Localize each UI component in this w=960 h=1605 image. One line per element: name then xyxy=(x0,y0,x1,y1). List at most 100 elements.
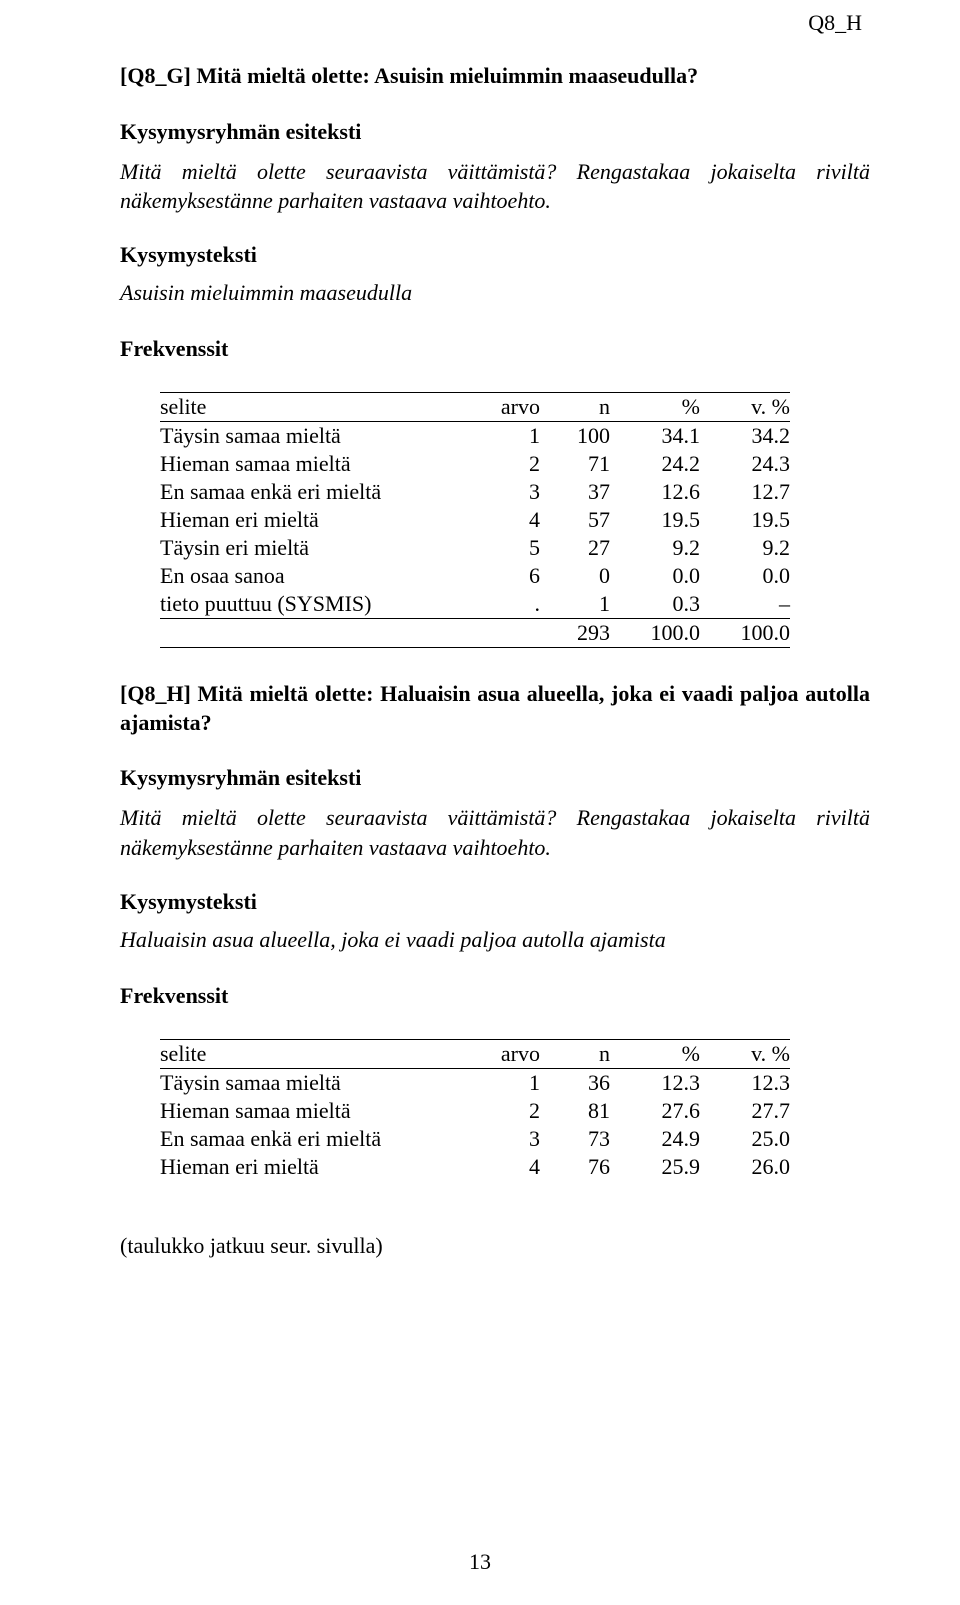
col-pct: % xyxy=(610,392,700,421)
q8h-freq-table: selite arvo n % v. % Täysin samaa mieltä… xyxy=(160,1039,790,1181)
row-pct: 0.3 xyxy=(610,590,700,619)
table-row: Hieman eri mieltä 4 57 19.5 19.5 xyxy=(160,506,790,534)
table-header-row: selite arvo n % v. % xyxy=(160,1039,790,1068)
q8g-intro: Mitä mieltä olette seuraavista väittämis… xyxy=(120,157,870,216)
total-pct: 100.0 xyxy=(610,618,700,647)
row-pct: 24.9 xyxy=(610,1125,700,1153)
row-n: 57 xyxy=(540,506,610,534)
row-label: Täysin samaa mieltä xyxy=(160,421,460,450)
row-arvo: . xyxy=(460,590,540,619)
col-vpct: v. % xyxy=(700,1039,790,1068)
row-pct: 19.5 xyxy=(610,506,700,534)
row-vpct: 25.0 xyxy=(700,1125,790,1153)
row-vpct: 19.5 xyxy=(700,506,790,534)
row-vpct: 27.7 xyxy=(700,1097,790,1125)
table-row: Täysin samaa mieltä 1 36 12.3 12.3 xyxy=(160,1068,790,1097)
row-arvo: 3 xyxy=(460,478,540,506)
row-pct: 12.6 xyxy=(610,478,700,506)
row-arvo: 4 xyxy=(460,1153,540,1181)
col-selite: selite xyxy=(160,1039,460,1068)
row-label: Hieman eri mieltä xyxy=(160,506,460,534)
col-arvo: arvo xyxy=(460,1039,540,1068)
row-label: Täysin eri mieltä xyxy=(160,534,460,562)
row-n: 73 xyxy=(540,1125,610,1153)
row-arvo: 1 xyxy=(460,1068,540,1097)
total-vpct: 100.0 xyxy=(700,618,790,647)
row-label: Hieman samaa mieltä xyxy=(160,450,460,478)
q8h-qtext: Haluaisin asua alueella, joka ei vaadi p… xyxy=(120,927,870,953)
row-pct: 27.6 xyxy=(610,1097,700,1125)
table-row: En samaa enkä eri mieltä 3 37 12.6 12.7 xyxy=(160,478,790,506)
row-label: tieto puuttuu (SYSMIS) xyxy=(160,590,460,619)
row-pct: 0.0 xyxy=(610,562,700,590)
table-row: En osaa sanoa 6 0 0.0 0.0 xyxy=(160,562,790,590)
table-row: Täysin eri mieltä 5 27 9.2 9.2 xyxy=(160,534,790,562)
row-label: En samaa enkä eri mieltä xyxy=(160,478,460,506)
col-pct: % xyxy=(610,1039,700,1068)
table-row: Hieman eri mieltä 4 76 25.9 26.0 xyxy=(160,1153,790,1181)
row-vpct: – xyxy=(700,590,790,619)
total-n: 293 xyxy=(540,618,610,647)
col-n: n xyxy=(540,1039,610,1068)
row-n: 1 xyxy=(540,590,610,619)
row-n: 37 xyxy=(540,478,610,506)
total-arvo xyxy=(460,618,540,647)
q8h-kysymysryhma-head: Kysymysryhmän esiteksti xyxy=(120,765,870,791)
row-pct: 34.1 xyxy=(610,421,700,450)
total-label xyxy=(160,618,460,647)
q8g-freq-table: selite arvo n % v. % Täysin samaa mieltä… xyxy=(160,392,790,648)
row-vpct: 9.2 xyxy=(700,534,790,562)
row-vpct: 12.3 xyxy=(700,1068,790,1097)
row-pct: 9.2 xyxy=(610,534,700,562)
q8h-title: [Q8_H] Mitä mieltä olette: Haluaisin asu… xyxy=(120,680,870,737)
row-vpct: 26.0 xyxy=(700,1153,790,1181)
row-vpct: 0.0 xyxy=(700,562,790,590)
row-n: 0 xyxy=(540,562,610,590)
q8h-frekvenssit-head: Frekvenssit xyxy=(120,983,870,1009)
row-pct: 12.3 xyxy=(610,1068,700,1097)
row-label: Hieman eri mieltä xyxy=(160,1153,460,1181)
table-header-row: selite arvo n % v. % xyxy=(160,392,790,421)
row-label: Hieman samaa mieltä xyxy=(160,1097,460,1125)
row-pct: 25.9 xyxy=(610,1153,700,1181)
page: Q8_H [Q8_G] Mitä mieltä olette: Asuisin … xyxy=(0,0,960,1605)
row-n: 81 xyxy=(540,1097,610,1125)
table-row: En samaa enkä eri mieltä 3 73 24.9 25.0 xyxy=(160,1125,790,1153)
row-arvo: 1 xyxy=(460,421,540,450)
col-vpct: v. % xyxy=(700,392,790,421)
page-number: 13 xyxy=(0,1549,960,1575)
q8g-kysymysryhma-head: Kysymysryhmän esiteksti xyxy=(120,119,870,145)
continuation-note: (taulukko jatkuu seur. sivulla) xyxy=(120,1233,870,1259)
col-arvo: arvo xyxy=(460,392,540,421)
q8h-kysymysteksti-head: Kysymysteksti xyxy=(120,889,870,915)
row-pct: 24.2 xyxy=(610,450,700,478)
row-vpct: 34.2 xyxy=(700,421,790,450)
q8g-title: [Q8_G] Mitä mieltä olette: Asuisin mielu… xyxy=(120,62,870,91)
q8g-qtext: Asuisin mieluimmin maaseudulla xyxy=(120,280,870,306)
q8g-frekvenssit-head: Frekvenssit xyxy=(120,336,870,362)
row-n: 36 xyxy=(540,1068,610,1097)
col-selite: selite xyxy=(160,392,460,421)
table-total-row: 293 100.0 100.0 xyxy=(160,618,790,647)
row-arvo: 4 xyxy=(460,506,540,534)
row-n: 27 xyxy=(540,534,610,562)
row-n: 100 xyxy=(540,421,610,450)
table-row: Hieman samaa mieltä 2 71 24.2 24.3 xyxy=(160,450,790,478)
col-n: n xyxy=(540,392,610,421)
row-label: En osaa sanoa xyxy=(160,562,460,590)
row-arvo: 5 xyxy=(460,534,540,562)
row-label: Täysin samaa mieltä xyxy=(160,1068,460,1097)
table-row: Hieman samaa mieltä 2 81 27.6 27.7 xyxy=(160,1097,790,1125)
page-corner-label: Q8_H xyxy=(808,10,862,36)
row-arvo: 2 xyxy=(460,450,540,478)
row-arvo: 2 xyxy=(460,1097,540,1125)
row-n: 76 xyxy=(540,1153,610,1181)
table-row: Täysin samaa mieltä 1 100 34.1 34.2 xyxy=(160,421,790,450)
q8h-intro: Mitä mieltä olette seuraavista väittämis… xyxy=(120,803,870,862)
row-arvo: 6 xyxy=(460,562,540,590)
row-label: En samaa enkä eri mieltä xyxy=(160,1125,460,1153)
q8g-kysymysteksti-head: Kysymysteksti xyxy=(120,242,870,268)
row-arvo: 3 xyxy=(460,1125,540,1153)
row-n: 71 xyxy=(540,450,610,478)
row-vpct: 12.7 xyxy=(700,478,790,506)
